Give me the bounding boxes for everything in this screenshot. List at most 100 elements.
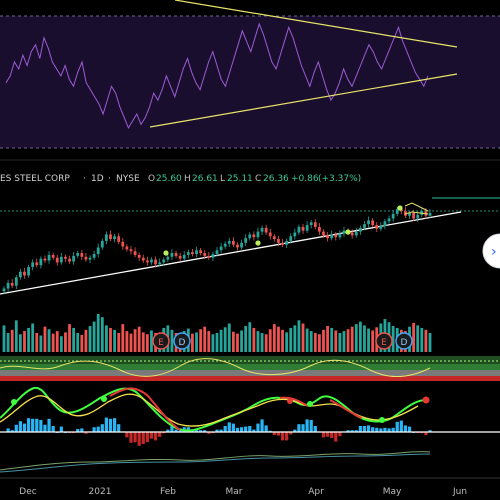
candle[interactable] bbox=[64, 256, 67, 259]
candle[interactable] bbox=[248, 234, 252, 239]
candle[interactable] bbox=[408, 212, 411, 216]
scroll-button-circle[interactable] bbox=[482, 233, 500, 269]
candle[interactable] bbox=[227, 240, 231, 244]
candle[interactable] bbox=[14, 277, 18, 286]
candle[interactable] bbox=[162, 259, 166, 263]
candle[interactable] bbox=[182, 254, 186, 259]
candle[interactable] bbox=[18, 271, 22, 278]
candle[interactable] bbox=[10, 282, 14, 286]
candle[interactable] bbox=[268, 232, 272, 237]
candle[interactable] bbox=[289, 236, 293, 241]
candle[interactable] bbox=[416, 214, 420, 219]
candle[interactable] bbox=[236, 244, 239, 248]
candle[interactable] bbox=[342, 230, 346, 234]
candle[interactable] bbox=[383, 221, 387, 226]
candle[interactable] bbox=[240, 242, 243, 248]
candle[interactable] bbox=[137, 254, 141, 258]
candle[interactable] bbox=[27, 267, 30, 276]
candle[interactable] bbox=[215, 250, 219, 254]
candle[interactable] bbox=[59, 256, 63, 263]
candle[interactable] bbox=[293, 232, 297, 237]
candle[interactable] bbox=[256, 231, 260, 238]
candle[interactable] bbox=[84, 256, 88, 260]
candle[interactable] bbox=[412, 212, 416, 219]
candle[interactable] bbox=[125, 246, 129, 250]
candle[interactable] bbox=[109, 234, 112, 240]
candle[interactable] bbox=[141, 257, 145, 261]
candle[interactable] bbox=[100, 240, 104, 248]
dividend-marker[interactable] bbox=[395, 332, 413, 350]
candle[interactable] bbox=[379, 226, 383, 229]
candle[interactable] bbox=[252, 234, 256, 238]
candle[interactable] bbox=[358, 227, 362, 232]
dividend-marker[interactable] bbox=[173, 332, 191, 350]
candle[interactable] bbox=[68, 258, 71, 262]
candle[interactable] bbox=[313, 222, 317, 227]
candle[interactable] bbox=[31, 262, 35, 268]
candle[interactable] bbox=[297, 226, 301, 233]
candle[interactable] bbox=[145, 260, 149, 263]
candle[interactable] bbox=[178, 255, 182, 259]
candle[interactable] bbox=[170, 253, 174, 257]
candle[interactable] bbox=[231, 240, 235, 245]
candle[interactable] bbox=[92, 254, 96, 258]
candle[interactable] bbox=[55, 257, 59, 263]
candle[interactable] bbox=[391, 213, 395, 219]
candle[interactable] bbox=[6, 282, 10, 289]
scroll-to-realtime-button[interactable]: › bbox=[482, 233, 500, 269]
candle[interactable] bbox=[305, 225, 309, 231]
flag-lower-line[interactable] bbox=[404, 211, 429, 215]
candle[interactable] bbox=[330, 234, 334, 239]
candle[interactable] bbox=[23, 271, 26, 276]
candle[interactable] bbox=[72, 255, 76, 262]
candle[interactable] bbox=[43, 258, 47, 261]
candle[interactable] bbox=[117, 236, 121, 242]
candle[interactable] bbox=[129, 249, 133, 252]
candle[interactable] bbox=[281, 242, 284, 245]
candle[interactable] bbox=[203, 253, 207, 256]
candle[interactable] bbox=[338, 233, 342, 238]
candle[interactable] bbox=[35, 262, 39, 266]
candle[interactable] bbox=[80, 253, 84, 257]
candle[interactable] bbox=[105, 234, 108, 241]
candle[interactable] bbox=[121, 241, 125, 247]
candle[interactable] bbox=[88, 257, 92, 260]
earnings-marker[interactable] bbox=[375, 332, 393, 350]
candle[interactable] bbox=[285, 240, 289, 245]
candle[interactable] bbox=[113, 236, 116, 240]
x-axis[interactable]: Dec 2021 Feb Mar Apr May Jun bbox=[0, 477, 500, 500]
candle[interactable] bbox=[367, 220, 370, 225]
flag-upper-line[interactable] bbox=[404, 202, 429, 212]
candle[interactable] bbox=[371, 220, 375, 226]
candle[interactable] bbox=[309, 222, 313, 226]
candle[interactable] bbox=[195, 250, 198, 254]
candle[interactable] bbox=[363, 224, 366, 228]
candle[interactable] bbox=[326, 235, 329, 239]
candle[interactable] bbox=[211, 254, 215, 258]
candle[interactable] bbox=[322, 231, 325, 236]
candle[interactable] bbox=[39, 258, 43, 266]
candle[interactable] bbox=[166, 256, 170, 260]
candle[interactable] bbox=[2, 288, 6, 292]
candle[interactable] bbox=[158, 262, 162, 265]
candle[interactable] bbox=[260, 227, 264, 232]
candle[interactable] bbox=[223, 243, 227, 247]
candle[interactable] bbox=[428, 212, 432, 216]
candle[interactable] bbox=[375, 225, 379, 229]
candle[interactable] bbox=[96, 247, 100, 254]
candle[interactable] bbox=[47, 254, 51, 261]
candle[interactable] bbox=[350, 232, 354, 236]
candle[interactable] bbox=[272, 236, 276, 240]
candle[interactable] bbox=[244, 238, 248, 243]
candle[interactable] bbox=[277, 239, 280, 243]
candle[interactable] bbox=[133, 251, 137, 255]
candle[interactable] bbox=[301, 226, 305, 231]
candle[interactable] bbox=[51, 254, 55, 258]
earnings-marker[interactable] bbox=[152, 332, 170, 350]
candle[interactable] bbox=[318, 226, 321, 232]
candle[interactable] bbox=[264, 227, 268, 233]
candle[interactable] bbox=[150, 259, 153, 263]
rsi-upper-trendline[interactable] bbox=[174, 0, 458, 48]
candle[interactable] bbox=[199, 250, 203, 254]
